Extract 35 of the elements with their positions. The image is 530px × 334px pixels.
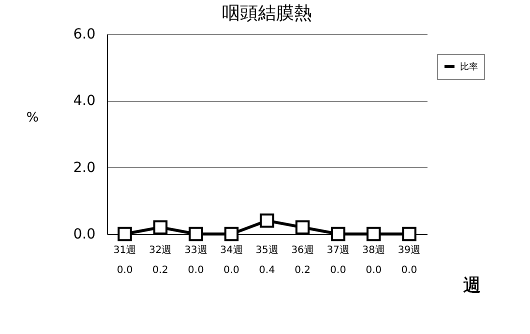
text: 0.0	[223, 265, 240, 276]
point	[330, 226, 346, 242]
point	[153, 220, 168, 234]
point	[366, 226, 381, 242]
x-tick-label: 31週	[113, 245, 136, 256]
x-axis-title: 週	[463, 275, 481, 296]
x-tick-label: 33週	[184, 245, 208, 256]
point	[402, 226, 416, 242]
text: 0.0	[366, 265, 382, 276]
text: 0.0	[401, 265, 418, 276]
x-tick-label: 37週	[326, 245, 350, 256]
text: 0.2	[294, 265, 311, 276]
point	[224, 226, 239, 242]
text: 0.2	[152, 265, 168, 276]
text: 0.0	[330, 265, 346, 276]
point	[260, 214, 274, 228]
x-tick-label: 32週	[148, 245, 172, 256]
y-tick-label: 6.0	[73, 26, 96, 42]
point	[188, 226, 204, 242]
x-tick-label: 34週	[220, 245, 243, 256]
point	[118, 226, 132, 242]
x-tick-label: 35週	[256, 245, 278, 256]
y-tick-label: 4.0	[73, 93, 96, 110]
legend-label: 比率	[460, 62, 478, 72]
text: 0.0	[116, 265, 133, 276]
point	[295, 220, 310, 234]
chart-title: 咽頭結膜熱	[222, 3, 312, 24]
text: 0.4	[259, 265, 275, 276]
y-tick-label: 0.0	[73, 226, 96, 242]
x-tick-label: 39週	[398, 245, 421, 256]
y-axis-title: %	[26, 110, 39, 126]
y-tick-label: 2.0	[73, 160, 96, 176]
x-tick-label: 36週	[291, 245, 314, 256]
text: 0.0	[188, 265, 204, 276]
x-tick-label: 38週	[362, 245, 386, 256]
